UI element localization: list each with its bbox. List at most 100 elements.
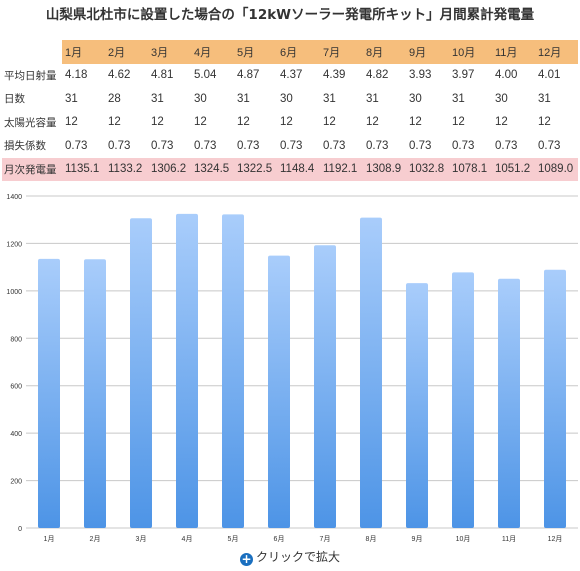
table-cell: 4.18 [65, 69, 88, 82]
y-tick-label: 1400 [6, 194, 22, 201]
table-cell: 12 [108, 116, 121, 129]
x-tick-label: 4月 [182, 535, 193, 543]
table-cell: 31 [237, 92, 250, 105]
x-tick-label: 2月 [90, 535, 101, 543]
bar [544, 269, 566, 528]
table-cell: 1089.0 [535, 157, 578, 181]
y-tick-label: 1200 [6, 241, 22, 248]
bar-chart: 0 200 400 600 800 1000 1200 1400 1月 2月 3月 4月 5月 6月 7月 8… [6, 194, 578, 543]
table-cell: 12 [194, 116, 207, 129]
table-cell: 12 [280, 116, 293, 129]
bar [176, 213, 198, 528]
table-cell: 12 [409, 116, 422, 129]
table-cell: 12 [495, 116, 508, 129]
table-cell: 1051.2 [492, 157, 535, 181]
bar [498, 278, 520, 528]
table-cell: 0.73 [495, 139, 518, 152]
bar [314, 245, 336, 528]
x-tick-label: 11月 [502, 535, 516, 543]
table-cell: 30 [280, 92, 293, 105]
y-tick-label: 0 [18, 526, 22, 533]
x-tick-label: 7月 [320, 535, 331, 543]
table-cell: 31 [538, 92, 551, 105]
table-cell: 1324.5 [191, 157, 234, 181]
table-cell: 31 [65, 92, 78, 105]
table-cell: 0.73 [366, 139, 389, 152]
x-tick-label: 6月 [274, 535, 285, 543]
month-header: 6月 [277, 40, 320, 64]
table-cell: 1322.5 [234, 157, 277, 181]
x-tick-label: 12月 [548, 535, 563, 543]
table-cell: 1148.4 [277, 157, 320, 181]
table-cell: 4.82 [366, 69, 389, 82]
bar [38, 258, 60, 528]
bar [268, 255, 290, 528]
table-cell: 12 [151, 116, 164, 129]
table-cell: 4.39 [323, 69, 346, 82]
bar [84, 259, 106, 528]
bar [222, 214, 244, 528]
enlarge-link[interactable]: + クリックで拡大 [0, 548, 580, 566]
month-header: 4月 [191, 40, 234, 64]
y-tick-label: 1000 [6, 289, 22, 296]
table-cell: 0.73 [280, 139, 303, 152]
x-tick-label: 3月 [136, 535, 147, 543]
x-tick-label: 9月 [412, 535, 423, 543]
table-cell: 3.93 [409, 69, 432, 82]
table-cell: 4.81 [151, 69, 174, 82]
table-cell: 0.73 [452, 139, 475, 152]
x-tick-label: 1月 [44, 535, 55, 543]
table-cell: 1308.9 [363, 157, 406, 181]
row-label: 月次発電量 [2, 157, 62, 181]
table-cell: 31 [366, 92, 379, 105]
month-header: 12月 [535, 40, 578, 64]
table-cell: 4.00 [495, 69, 518, 82]
y-tick-label: 400 [10, 431, 22, 438]
table-cell: 1192.1 [320, 157, 363, 181]
table-cell: 0.73 [108, 139, 131, 152]
chart-title: 山梨県北杜市に設置した場合の「12kWソーラー発電所キット」月間累計発電量 [45, 7, 535, 23]
table-cell: 30 [409, 92, 422, 105]
data-table: 1月 2月 3月 4月 5月 6月 7月 8月 9月 10月 11月 12月 平均日射量 4.18 4.6… [2, 40, 578, 181]
table-cell: 12 [323, 116, 336, 129]
month-header: 5月 [234, 40, 277, 64]
bar [360, 217, 382, 529]
table-cell: 4.62 [108, 69, 131, 82]
month-header: 11月 [492, 40, 535, 64]
table-cell: 1032.8 [406, 157, 449, 181]
table-cell: 0.73 [323, 139, 346, 152]
bar [452, 272, 474, 528]
row-label: 日数 [4, 93, 25, 106]
row-label: 平均日射量 [4, 69, 57, 82]
month-header: 1月 [62, 40, 105, 64]
table-cell: 4.37 [280, 69, 303, 82]
table-cell: 3.97 [452, 69, 475, 82]
month-header: 10月 [449, 40, 492, 64]
table-cell: 4.87 [237, 69, 260, 82]
table-row: 月次発電量 1135.1 1133.2 1306.2 1324.5 1322.5 1148.… [2, 157, 578, 181]
row-label: 太陽光容量 [4, 116, 57, 129]
table-cell: 0.73 [65, 139, 88, 152]
table-cell: 0.73 [194, 139, 217, 152]
x-tick-label: 8月 [366, 535, 377, 543]
table-cell: 5.04 [194, 69, 217, 82]
month-header-row: 1月 2月 3月 4月 5月 6月 7月 8月 9月 10月 11月 12月 [2, 40, 578, 64]
table-row: 平均日射量 4.18 4.62 4.81 5.04 4.87 4.37 4.39 4.82 3.9… [2, 64, 578, 88]
table-cell: 0.73 [151, 139, 174, 152]
month-header: 9月 [406, 40, 449, 64]
table-cell: 0.73 [538, 139, 561, 152]
month-header: 3月 [148, 40, 191, 64]
table-cell: 31 [452, 92, 465, 105]
table-cell: 31 [323, 92, 336, 105]
table-row: 損失係数 0.73 0.73 0.73 0.73 0.73 0.73 0.73 0.73 0.73… [2, 134, 578, 158]
table-cell: 30 [194, 92, 207, 105]
table-cell: 12 [366, 116, 379, 129]
plus-circle-icon: + [239, 552, 253, 566]
table-cell: 0.73 [409, 139, 432, 152]
table-cell: 12 [538, 116, 551, 129]
table-cell: 30 [495, 92, 508, 105]
table-cell: 0.73 [237, 139, 260, 152]
table-cell: 12 [65, 116, 78, 129]
month-header: 8月 [363, 40, 406, 64]
table-cell: 1135.1 [62, 157, 105, 181]
